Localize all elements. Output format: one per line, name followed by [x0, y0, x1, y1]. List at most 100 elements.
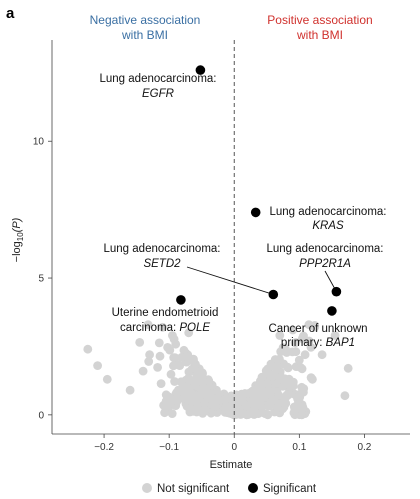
non-significant-point — [171, 339, 181, 349]
non-significant-point — [284, 374, 294, 384]
annotation-bap1-gene: BAP1 — [326, 337, 355, 349]
annotation-setd2-line1: Lung adenocarcinoma: — [104, 243, 221, 255]
non-significant-point — [290, 405, 300, 415]
annotation-pole-gene: POLE — [179, 322, 210, 334]
non-significant-point — [275, 354, 284, 364]
non-significant-point — [154, 338, 164, 348]
non-significant-point — [135, 338, 145, 347]
annotation-pole-line1: Uterine endometrioid — [112, 307, 219, 319]
y-tick-label: 5 — [38, 274, 44, 285]
significant-point — [250, 207, 261, 218]
annotation-bap1-prefix: primary: — [281, 337, 326, 349]
non-significant-point — [291, 338, 301, 347]
significant-point — [195, 65, 206, 75]
non-significant-point — [308, 374, 317, 384]
non-significant-point — [168, 331, 177, 340]
non-significant-point — [181, 394, 191, 403]
positive-header-line2: with BMI — [296, 28, 343, 42]
significant-point — [176, 295, 186, 305]
non-significant-point — [179, 345, 189, 355]
non-significant-point — [272, 403, 282, 413]
annotation-pole-line2: carcinoma: POLE — [120, 322, 210, 334]
non-significant-point — [144, 357, 154, 366]
non-significant-point — [170, 353, 180, 362]
legend-significant-swatch — [248, 483, 258, 493]
non-significant-point — [256, 392, 266, 402]
annotation-egfr-line2: EGFR — [142, 88, 174, 100]
non-significant-point — [93, 361, 102, 370]
x-tick-label: −0.1 — [159, 442, 179, 453]
panel-letter: a — [6, 5, 15, 22]
non-significant-point — [177, 352, 187, 362]
non-significant-point — [145, 350, 155, 360]
annotation-ppp2r1a-line1: Lung adenocarcinoma: — [267, 243, 384, 255]
non-significant-point — [189, 354, 198, 364]
negative-header-line1: Negative association — [90, 13, 201, 27]
non-significant-point — [288, 347, 297, 357]
annotation-pole-prefix: carcinoma: — [120, 322, 179, 334]
non-significant-point — [167, 409, 177, 418]
positive-header-line1: Positive association — [267, 13, 372, 27]
non-significant-point — [215, 395, 225, 405]
non-significant-point — [249, 388, 259, 398]
non-significant-point — [310, 322, 320, 332]
non-significant-point — [165, 345, 175, 355]
annotation-leader-lines — [186, 266, 337, 295]
non-significant-point — [340, 391, 350, 401]
annotation-bap1-line2: primary: BAP1 — [281, 337, 355, 349]
leader-line-setd2 — [186, 266, 274, 295]
annotation-kras-line1: Lung adenocarcinoma: — [270, 206, 387, 218]
non-significant-point — [160, 408, 170, 418]
non-significant-point — [294, 355, 304, 365]
y-tick-label: 0 — [38, 410, 44, 421]
annotation-egfr-line1: Lung adenocarcinoma: — [100, 73, 217, 85]
non-significant-point — [264, 401, 274, 411]
annotation-kras-line2: KRAS — [312, 220, 344, 232]
non-significant-point — [184, 328, 194, 338]
non-significant-point — [153, 363, 163, 372]
non-significant-point — [265, 390, 275, 399]
non-significant-point — [330, 331, 340, 340]
significant-points — [176, 65, 342, 316]
non-significant-point — [300, 350, 310, 360]
annotation-setd2-line2: SETD2 — [143, 258, 181, 270]
non-significant-point — [83, 344, 93, 354]
y-axis-ticks: 0 5 10 — [33, 137, 52, 421]
significant-point — [327, 306, 337, 316]
non-significant-point — [192, 407, 202, 417]
non-significant-point — [170, 377, 180, 386]
non-significant-point — [288, 325, 298, 335]
non-significant-point — [257, 372, 267, 382]
non-significant-point — [169, 361, 178, 371]
y-axis-label: −log10(P) — [11, 217, 25, 262]
x-tick-label: 0.2 — [357, 442, 371, 453]
significant-point — [331, 286, 342, 297]
non-significant-point — [243, 410, 253, 419]
non-significant-point — [280, 393, 290, 403]
annotation-ppp2r1a-line2: PPP2R1A — [299, 258, 351, 270]
non-significant-point — [283, 363, 293, 373]
non-significant-point — [102, 374, 112, 384]
legend-significant-label: Significant — [263, 483, 317, 495]
non-significant-point — [166, 369, 176, 379]
y-tick-label: 10 — [33, 137, 45, 148]
non-significant-point — [294, 391, 303, 401]
non-significant-point — [298, 334, 307, 343]
annotation-bap1-line1: Cancer of unknown — [268, 323, 367, 335]
non-significant-point — [304, 336, 314, 346]
non-significant-point — [165, 393, 175, 403]
significant-point — [268, 289, 279, 300]
non-significant-point — [193, 393, 203, 403]
non-significant-point — [184, 374, 193, 383]
non-significant-point — [251, 399, 260, 409]
x-axis-ticks: −0.2 −0.1 0 0.1 0.2 — [94, 434, 372, 453]
non-significant-point — [343, 363, 353, 373]
non-significant-point — [275, 331, 285, 340]
non-significant-point — [198, 377, 208, 387]
non-significant-point — [268, 372, 277, 381]
non-significant-point — [155, 351, 165, 361]
legend-not-significant-swatch — [142, 483, 152, 493]
non-significant-point — [143, 320, 153, 329]
x-tick-label: 0.1 — [292, 442, 306, 453]
